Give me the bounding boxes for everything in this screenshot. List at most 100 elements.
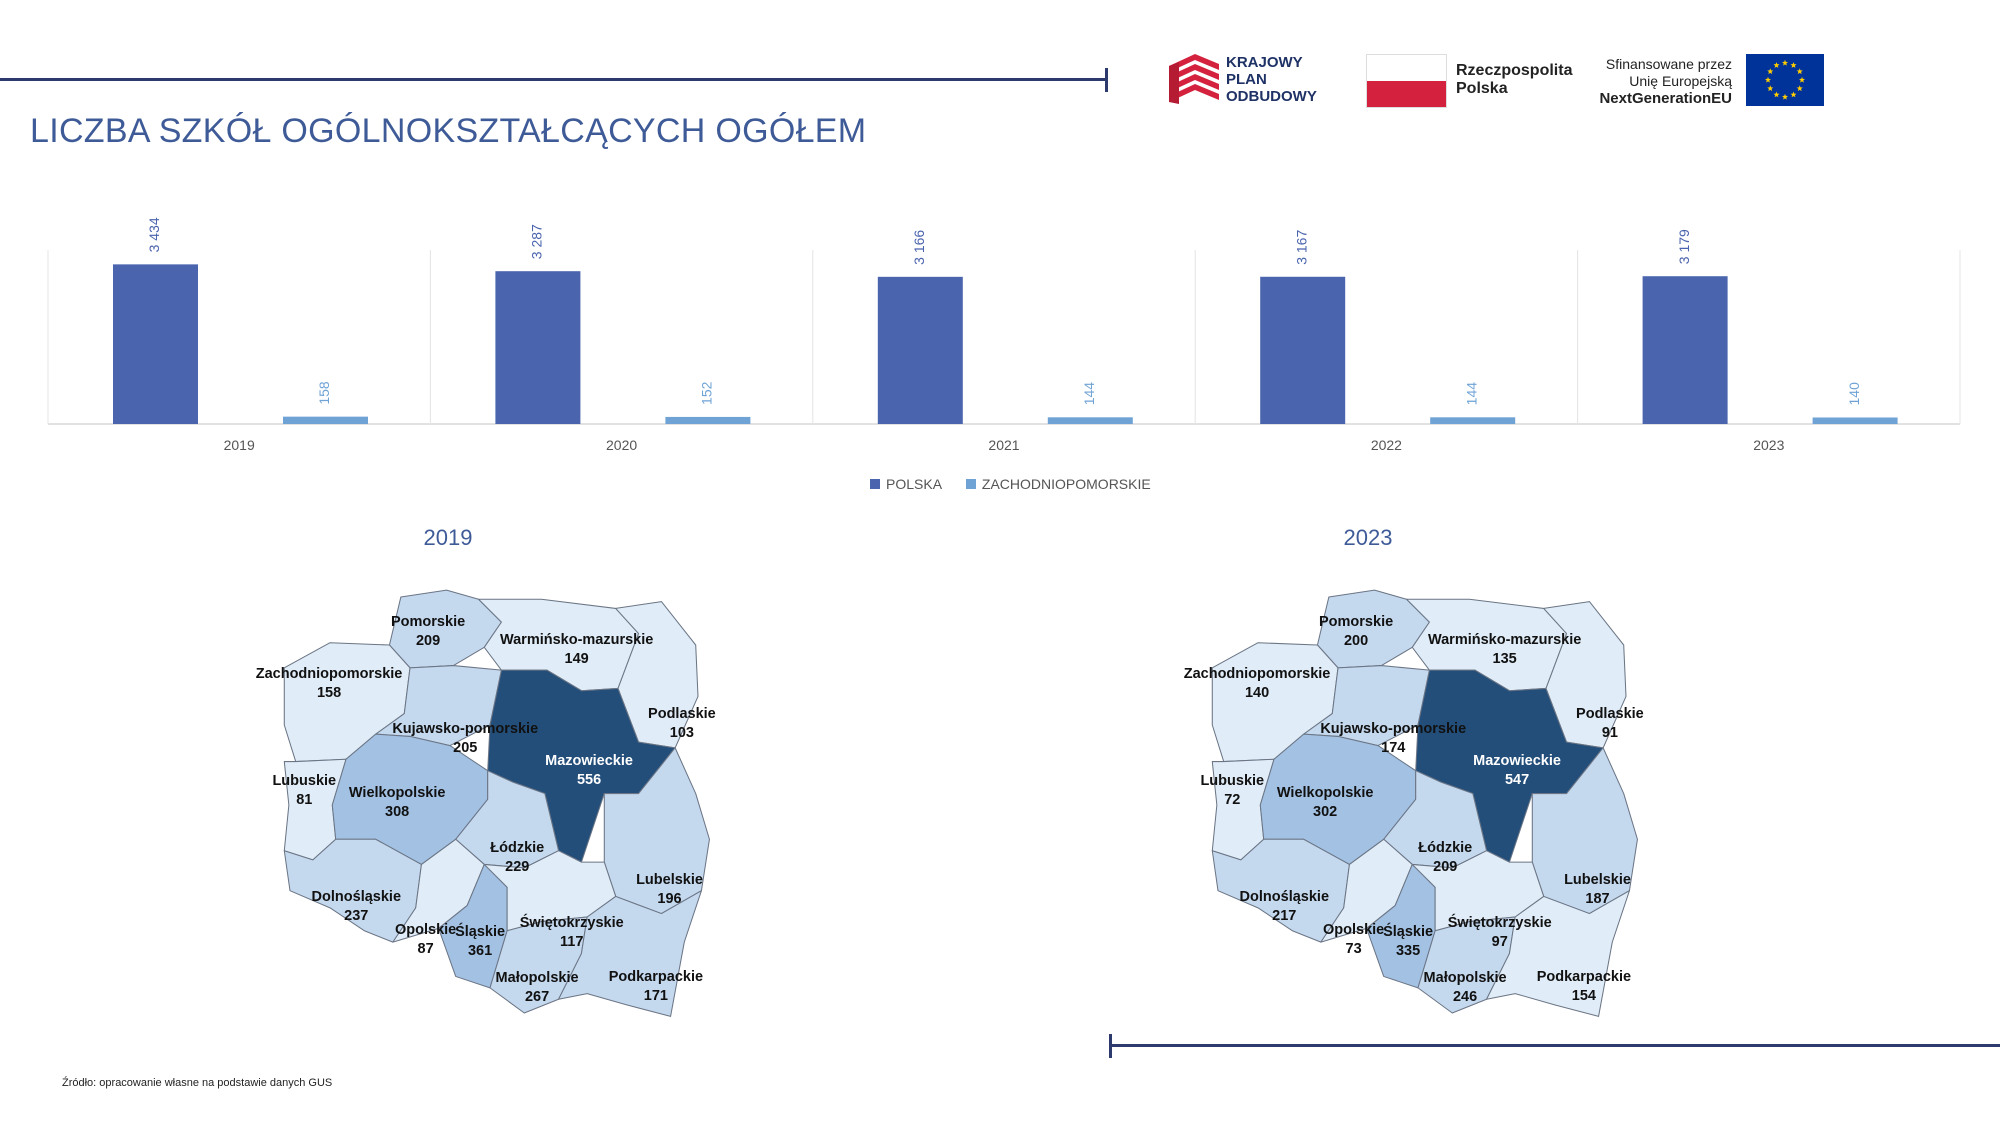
rp-line-1: Rzeczpospolita — [1456, 62, 1573, 79]
region-value: 302 — [1313, 804, 1338, 821]
region-value: 135 — [1492, 650, 1517, 667]
region-name: Kujawsko-pomorskie — [392, 720, 539, 737]
x-tick-label: 2021 — [988, 437, 1019, 453]
region-label: Zachodniopomorskie 158 — [256, 665, 403, 703]
region-name: Opolskie — [1322, 921, 1385, 938]
eu-flag-icon — [1746, 54, 1824, 106]
region-value: 547 — [1504, 772, 1530, 789]
region-label: Wielkopolskie 308 — [349, 784, 446, 822]
bar-polska-2020 — [495, 271, 581, 424]
bar-zachodniopomorskie-2023 — [1812, 417, 1898, 424]
region-name: Świętokrzyskie — [519, 915, 624, 932]
region-label: Śląskie 361 — [455, 923, 505, 961]
page-title: LICZBA SZKÓŁ OGÓLNOKSZTAŁCĄCYCH OGÓŁEM — [30, 112, 867, 150]
data-label: 3 166 — [911, 230, 927, 265]
region-value: 229 — [505, 858, 530, 875]
map-2023: Pomorskie 200 Warmińsko-mazurskie 135 Zachod… — [1158, 565, 1678, 1045]
rp-logo-text: Rzeczpospolita Polska — [1456, 62, 1572, 98]
region-name: Opolskie — [394, 921, 457, 938]
region-label: Świętokrzyskie 97 — [1448, 914, 1552, 952]
region-value: 81 — [296, 791, 313, 808]
region-label: Łódzkie 229 — [490, 839, 544, 877]
bar-polska-2022 — [1260, 276, 1346, 424]
bar-polska-2019 — [113, 264, 198, 424]
region-value: 335 — [1395, 943, 1421, 959]
region-name: Wielkopolskie — [348, 785, 446, 802]
region-name: Zachodniopomorskie — [1183, 666, 1331, 683]
region-name: Kujawsko-pomorskie — [1320, 720, 1467, 737]
region-value: 267 — [524, 988, 550, 1005]
region-label: Małopolskie 246 — [1424, 969, 1507, 1007]
bar-zachodniopomorskie-2022 — [1430, 417, 1516, 424]
region-label: Lubuskie 72 — [1200, 772, 1264, 810]
region-label: Łódzkie 209 — [1418, 839, 1472, 877]
region-name: Dolnośląskie — [311, 889, 402, 906]
polish-flag-icon — [1366, 54, 1447, 108]
region-value: 308 — [385, 804, 410, 821]
region-name: Śląskie — [1383, 924, 1434, 940]
region-name: Dolnośląskie — [1239, 889, 1330, 906]
legend-label-zachodniopomorskie: ZACHODNIOPOMORSKIE — [981, 476, 1151, 492]
region-podkarpackie — [558, 890, 702, 1017]
bar-polska-2021 — [877, 276, 963, 424]
region-value: 209 — [415, 633, 441, 650]
region-label: Lubuskie 81 — [272, 772, 336, 810]
map-svg — [1211, 589, 1638, 1017]
data-label: 3 434 — [146, 217, 162, 252]
region-name: Warmińsko-mazurskie — [1427, 631, 1582, 648]
kpo-line-1: KRAJOWY — [1226, 54, 1303, 71]
region-label: Mazowieckie 547 — [1473, 752, 1561, 790]
x-tick-label: 2019 — [224, 437, 255, 453]
map-2019-title: 2019 — [423, 525, 473, 550]
region-label: Świętokrzyskie 117 — [520, 914, 624, 952]
kpo-logo-icon — [1169, 54, 1219, 104]
region-label: Mazowieckie 556 — [545, 752, 633, 790]
bottom-divider — [1109, 1044, 2000, 1047]
region-name: Lubuskie — [1200, 772, 1265, 789]
eu-logo-text: Sfinansowane przez Unię Europejską NextG… — [1560, 56, 1732, 107]
region-label: Śląskie 335 — [1383, 923, 1433, 961]
region-label: Podlaskie 103 — [648, 705, 716, 743]
region-label: Lubelskie 196 — [636, 871, 703, 909]
region-value: 196 — [657, 891, 682, 907]
region-label: Podkarpackie 171 — [609, 968, 703, 1006]
region-label: Pomorskie 209 — [391, 613, 465, 651]
region-name: Wielkopolskie — [1276, 785, 1374, 802]
region-label: Podlaskie 91 — [1576, 705, 1644, 743]
region-name: Pomorskie — [391, 614, 466, 631]
region-value: 246 — [1452, 988, 1478, 1005]
region-value: 103 — [669, 725, 694, 742]
region-value: 217 — [1272, 908, 1297, 925]
region-name: Mazowieckie — [1473, 753, 1561, 770]
region-label: Warmińsko-mazurskie 149 — [500, 631, 653, 669]
region-value: 200 — [1343, 633, 1369, 650]
region-name: Podkarpackie — [608, 968, 704, 985]
map-svg — [283, 589, 710, 1017]
region-label: Opolskie 73 — [1323, 921, 1384, 959]
region-name: Podlaskie — [1576, 706, 1644, 723]
region-value: 205 — [453, 739, 478, 756]
region-label: Podkarpackie 154 — [1537, 968, 1631, 1006]
eu-line-1: Sfinansowane przez — [1605, 56, 1732, 72]
region-label: Kujawsko-pomorskie 205 — [392, 720, 538, 758]
region-name: Łódzkie — [490, 839, 545, 856]
region-value: 361 — [467, 943, 493, 959]
region-podkarpackie — [1486, 890, 1630, 1017]
region-label: Małopolskie 267 — [496, 969, 579, 1007]
source-note: Źródło: opracowanie własne na podstawie … — [62, 1077, 333, 1089]
x-tick-label: 2022 — [1371, 437, 1402, 453]
region-label: Zachodniopomorskie 140 — [1184, 665, 1331, 703]
region-name: Mazowieckie — [545, 753, 633, 770]
data-label: 140 — [1846, 382, 1862, 406]
bar-zachodniopomorskie-2020 — [665, 416, 751, 424]
kpo-line-2: PLAN — [1226, 71, 1267, 88]
legend-item-zachodniopomorskie: ZACHODNIOPOMORSKIE — [965, 476, 1151, 492]
region-label: Kujawsko-pomorskie 174 — [1320, 720, 1466, 758]
region-name: Podlaskie — [648, 706, 716, 723]
region-label: Lubelskie 187 — [1564, 871, 1631, 909]
bar-chart: 2019 3 434 158 2020 3 287 152 2021 3 166 144 2022… — [47, 217, 1961, 453]
region-value: 174 — [1381, 739, 1406, 756]
region-name: Małopolskie — [1423, 969, 1507, 986]
legend-label-polska: POLSKA — [886, 476, 943, 492]
eu-line-3: NextGenerationEU — [1599, 90, 1732, 107]
